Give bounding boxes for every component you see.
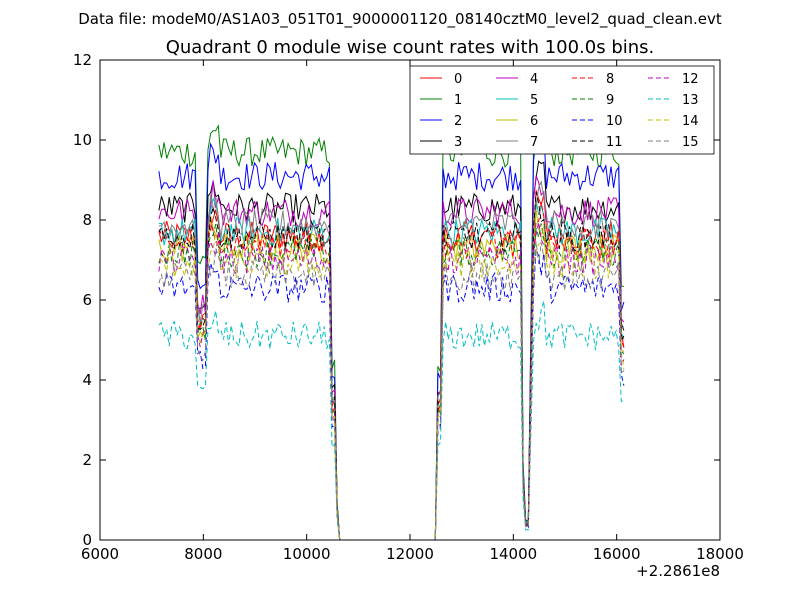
legend-label-15: 15: [682, 135, 699, 150]
y-tick-label: 10: [73, 131, 92, 149]
legend-label-10: 10: [606, 114, 623, 129]
chart-title: Quadrant 0 module wise count rates with …: [166, 37, 655, 58]
series-line-14: [158, 223, 625, 540]
legend-label-12: 12: [682, 72, 699, 87]
series-line-11: [158, 191, 625, 540]
legend-label-11: 11: [606, 135, 623, 150]
legend-label-2: 2: [454, 114, 462, 129]
series-line-10: [158, 249, 625, 540]
legend-label-13: 13: [682, 93, 699, 108]
series-line-9: [158, 223, 625, 540]
x-tick-label: 8000: [184, 545, 222, 563]
x-tick-label: 16000: [593, 545, 641, 563]
series-line-2: [158, 126, 625, 540]
y-tick-label: 8: [82, 211, 92, 229]
series-layer: [158, 103, 625, 540]
series-line-1: [158, 103, 624, 540]
legend-label-7: 7: [530, 135, 538, 150]
y-tick-label: 12: [73, 51, 92, 69]
x-tick-label: 12000: [386, 545, 434, 563]
x-tick-label: 18000: [696, 545, 744, 563]
series-line-15: [158, 241, 625, 540]
legend-label-6: 6: [530, 114, 538, 129]
series-line-13: [158, 300, 625, 540]
legend-label-4: 4: [530, 72, 538, 87]
series-line-5: [158, 197, 625, 540]
legend-label-9: 9: [606, 93, 614, 108]
series-line-8: [158, 202, 625, 540]
legend-box: [409, 65, 715, 155]
legend-label-5: 5: [530, 93, 538, 108]
legend-label-0: 0: [454, 72, 462, 87]
legend-label-3: 3: [454, 135, 462, 150]
y-tick-label: 0: [82, 531, 92, 549]
series-line-12: [158, 222, 625, 540]
series-line-3: [158, 160, 625, 540]
series-line-4: [158, 175, 625, 540]
y-tick-label: 2: [82, 451, 92, 469]
y-tick-label: 6: [82, 291, 92, 309]
x-axis: 6000 8000 10000 12000 14000 16000 18000: [81, 60, 744, 563]
series-line-7: [158, 180, 625, 540]
x-tick-label: 6000: [81, 545, 119, 563]
legend-label-14: 14: [682, 114, 699, 129]
y-tick-label: 4: [82, 371, 92, 389]
x-offset-label: +2.2861e8: [636, 562, 720, 580]
series-line-6: [158, 209, 625, 540]
legend-label-8: 8: [606, 72, 614, 87]
x-tick-label: 14000: [489, 545, 537, 563]
legend-label-1: 1: [454, 93, 462, 108]
suptitle: Data file: modeM0/AS1A03_051T01_90000011…: [78, 10, 722, 29]
x-tick-label: 10000: [283, 545, 331, 563]
